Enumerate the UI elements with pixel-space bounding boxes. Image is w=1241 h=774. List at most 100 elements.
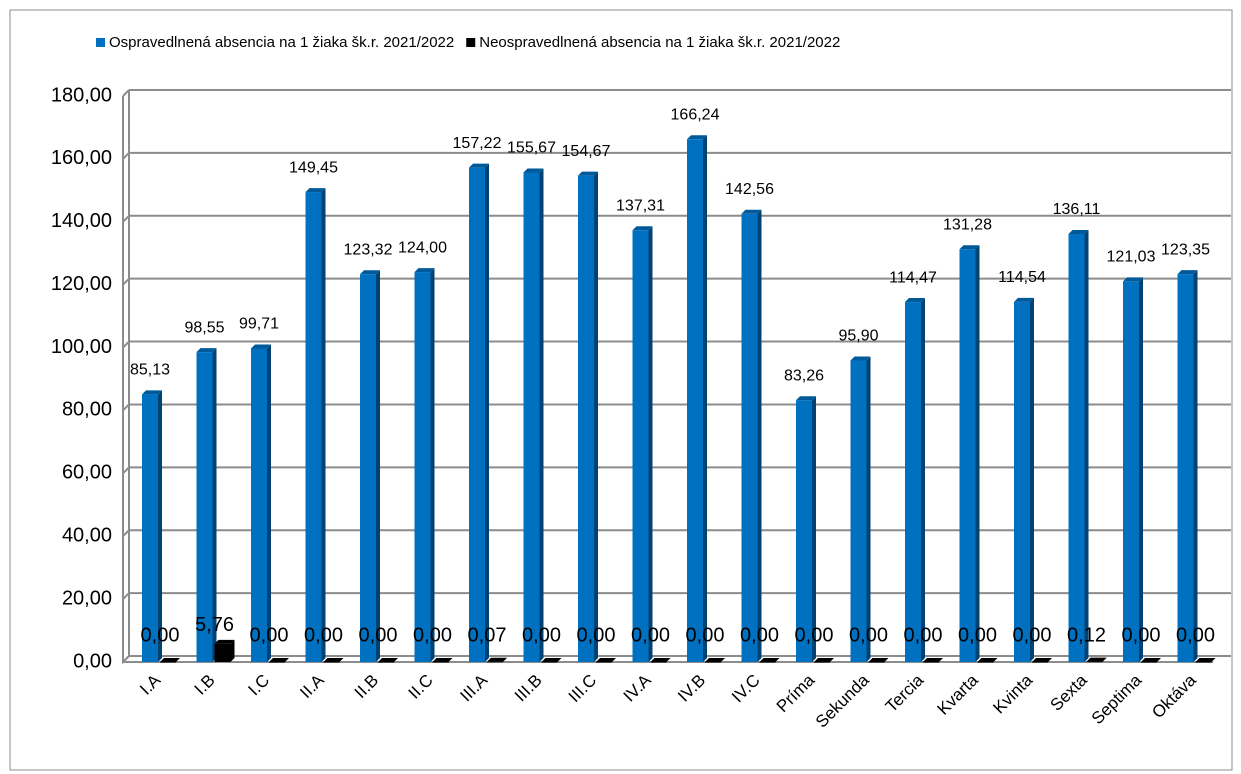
y-tick-label: 180,00 bbox=[51, 84, 112, 106]
bar-top bbox=[469, 163, 489, 168]
bar-top bbox=[523, 168, 544, 173]
bar-top bbox=[305, 188, 326, 193]
bar-top bbox=[1068, 230, 1089, 235]
value-label: 0,00 bbox=[250, 624, 289, 646]
value-label: 155,67 bbox=[507, 140, 556, 157]
y-tick-label: 160,00 bbox=[51, 147, 112, 169]
bar bbox=[632, 230, 649, 662]
value-label: 114,54 bbox=[998, 269, 1046, 286]
bar-top bbox=[414, 268, 435, 273]
value-label: 137,31 bbox=[616, 197, 665, 214]
bar bbox=[596, 662, 612, 663]
bar-side bbox=[921, 298, 925, 662]
bar bbox=[487, 661, 503, 663]
bar bbox=[578, 175, 594, 662]
bar-side bbox=[703, 135, 707, 662]
value-label: 0,00 bbox=[849, 624, 888, 646]
legend-label: Neospravedlnená absencia na 1 žiaka šk.r… bbox=[479, 34, 840, 51]
value-label: 95,90 bbox=[838, 328, 878, 345]
value-label: 0,12 bbox=[1067, 624, 1106, 646]
bar-top bbox=[578, 171, 598, 176]
bar-side bbox=[1193, 270, 1198, 662]
legend-swatch bbox=[466, 38, 476, 47]
bar bbox=[214, 643, 231, 662]
y-tick-label: 140,00 bbox=[51, 210, 112, 232]
bar bbox=[196, 352, 213, 662]
bar-side bbox=[503, 657, 507, 662]
value-label: 121,03 bbox=[1107, 249, 1156, 266]
grid-line-depth bbox=[122, 152, 130, 160]
bar-top bbox=[1032, 658, 1052, 662]
value-label: 0,00 bbox=[304, 624, 343, 646]
bar-top bbox=[923, 658, 943, 662]
value-label: 0,00 bbox=[904, 624, 943, 646]
bar bbox=[305, 192, 322, 662]
bar bbox=[1032, 662, 1048, 663]
bar-top bbox=[432, 658, 453, 662]
bar bbox=[323, 662, 340, 663]
value-label: 0,00 bbox=[1013, 624, 1052, 646]
bar-top bbox=[1086, 657, 1107, 662]
bar-top bbox=[814, 658, 834, 662]
value-label: 0,00 bbox=[141, 624, 180, 646]
bar-side bbox=[594, 171, 598, 662]
bar-top bbox=[1141, 658, 1161, 662]
bar bbox=[1014, 301, 1030, 662]
y-tick-label: 120,00 bbox=[51, 273, 112, 295]
bar bbox=[923, 662, 939, 663]
bar bbox=[705, 662, 721, 663]
grid-line-depth bbox=[122, 466, 130, 475]
bar bbox=[414, 272, 431, 662]
bar bbox=[1195, 662, 1212, 663]
grid-line-depth bbox=[122, 89, 130, 97]
bar-side bbox=[812, 396, 816, 662]
value-label: 114,47 bbox=[889, 269, 937, 286]
value-label: 0,00 bbox=[413, 624, 452, 646]
bar bbox=[1123, 281, 1139, 662]
bar-side bbox=[212, 348, 217, 662]
bar-top bbox=[796, 396, 816, 401]
value-label: 0,00 bbox=[577, 624, 616, 646]
bar-side bbox=[376, 270, 380, 662]
bar bbox=[523, 172, 540, 662]
value-label: 98,55 bbox=[184, 319, 224, 336]
bar bbox=[796, 400, 812, 662]
bar bbox=[977, 662, 994, 663]
bar bbox=[541, 662, 558, 663]
bar-top bbox=[378, 658, 398, 662]
bar-top bbox=[142, 390, 162, 395]
bar-top bbox=[596, 658, 616, 662]
bar-top bbox=[360, 270, 380, 275]
bar-side bbox=[158, 390, 162, 662]
bar-top bbox=[269, 658, 289, 662]
bar bbox=[868, 662, 885, 663]
value-label: 136,11 bbox=[1053, 201, 1101, 218]
value-label: 99,71 bbox=[239, 316, 279, 333]
legend-label: Ospravedlnená absencia na 1 žiaka šk.r. … bbox=[109, 34, 454, 51]
bar-top bbox=[905, 298, 925, 303]
bar-top bbox=[160, 658, 180, 662]
bar bbox=[959, 249, 976, 662]
bar-side bbox=[1139, 277, 1143, 662]
value-label: 0,00 bbox=[359, 624, 398, 646]
grid-line-depth bbox=[122, 592, 130, 600]
value-label: 157,22 bbox=[453, 135, 502, 152]
bar bbox=[378, 662, 394, 663]
bar bbox=[741, 213, 758, 662]
bar bbox=[469, 167, 485, 663]
grid-line-depth bbox=[122, 277, 130, 286]
value-label: 166,24 bbox=[671, 106, 720, 123]
value-label: 142,56 bbox=[725, 181, 774, 198]
value-label: 149,45 bbox=[289, 159, 338, 176]
grid-line-depth bbox=[122, 215, 130, 223]
bar bbox=[142, 394, 158, 662]
value-label: 0,00 bbox=[522, 624, 561, 646]
value-label: 0,07 bbox=[468, 624, 507, 646]
bar-top bbox=[1177, 270, 1198, 275]
bar-top bbox=[1195, 658, 1216, 662]
bar-top bbox=[868, 658, 889, 662]
value-label: 83,26 bbox=[784, 367, 824, 384]
y-tick-label: 40,00 bbox=[62, 525, 112, 547]
bar bbox=[814, 662, 830, 663]
bar bbox=[1068, 234, 1085, 662]
